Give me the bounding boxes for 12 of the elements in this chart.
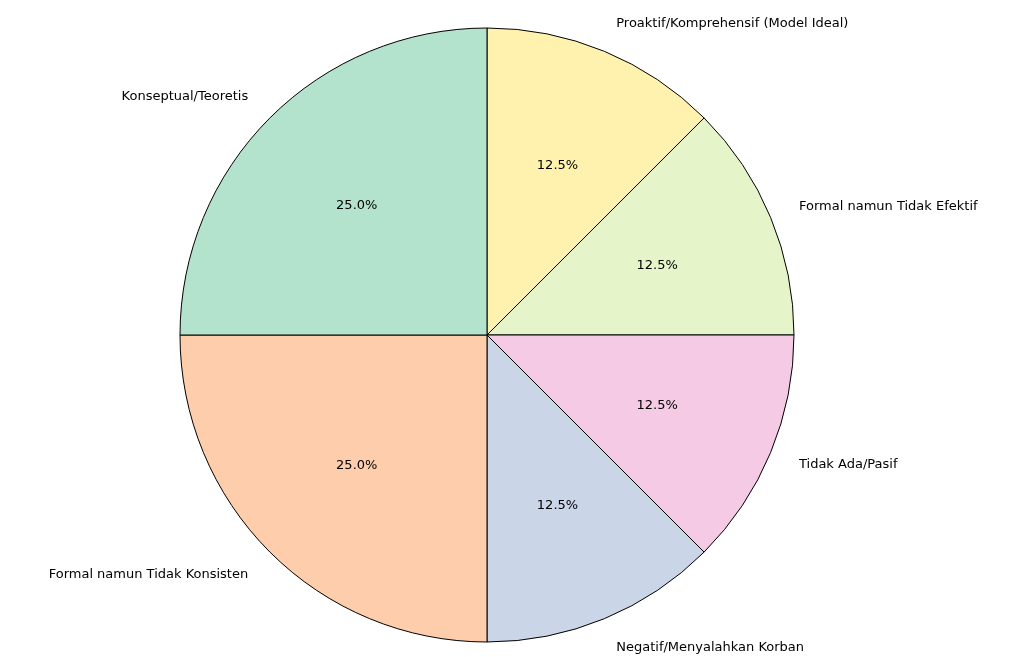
slice-label: Formal namun Tidak Efektif [798, 197, 978, 213]
slice-label: Proaktif/Komprehensif (Model Ideal) [616, 15, 849, 31]
data-label: 12.5% [636, 256, 678, 272]
data-label: 25.0% [336, 196, 378, 212]
data-label: 12.5% [636, 397, 678, 413]
slice-label: Formal namun Tidak Konsisten [48, 565, 249, 581]
slice-label: Negatif/Menyalahkan Korban [616, 638, 805, 654]
data-label: 25.0% [336, 457, 378, 473]
data-label: 12.5% [536, 156, 579, 172]
slice-label: Konseptual/Teoretis [121, 88, 249, 104]
data-label: 12.5% [536, 497, 579, 513]
slice-label: Tidak Ada/Pasif [797, 456, 898, 472]
